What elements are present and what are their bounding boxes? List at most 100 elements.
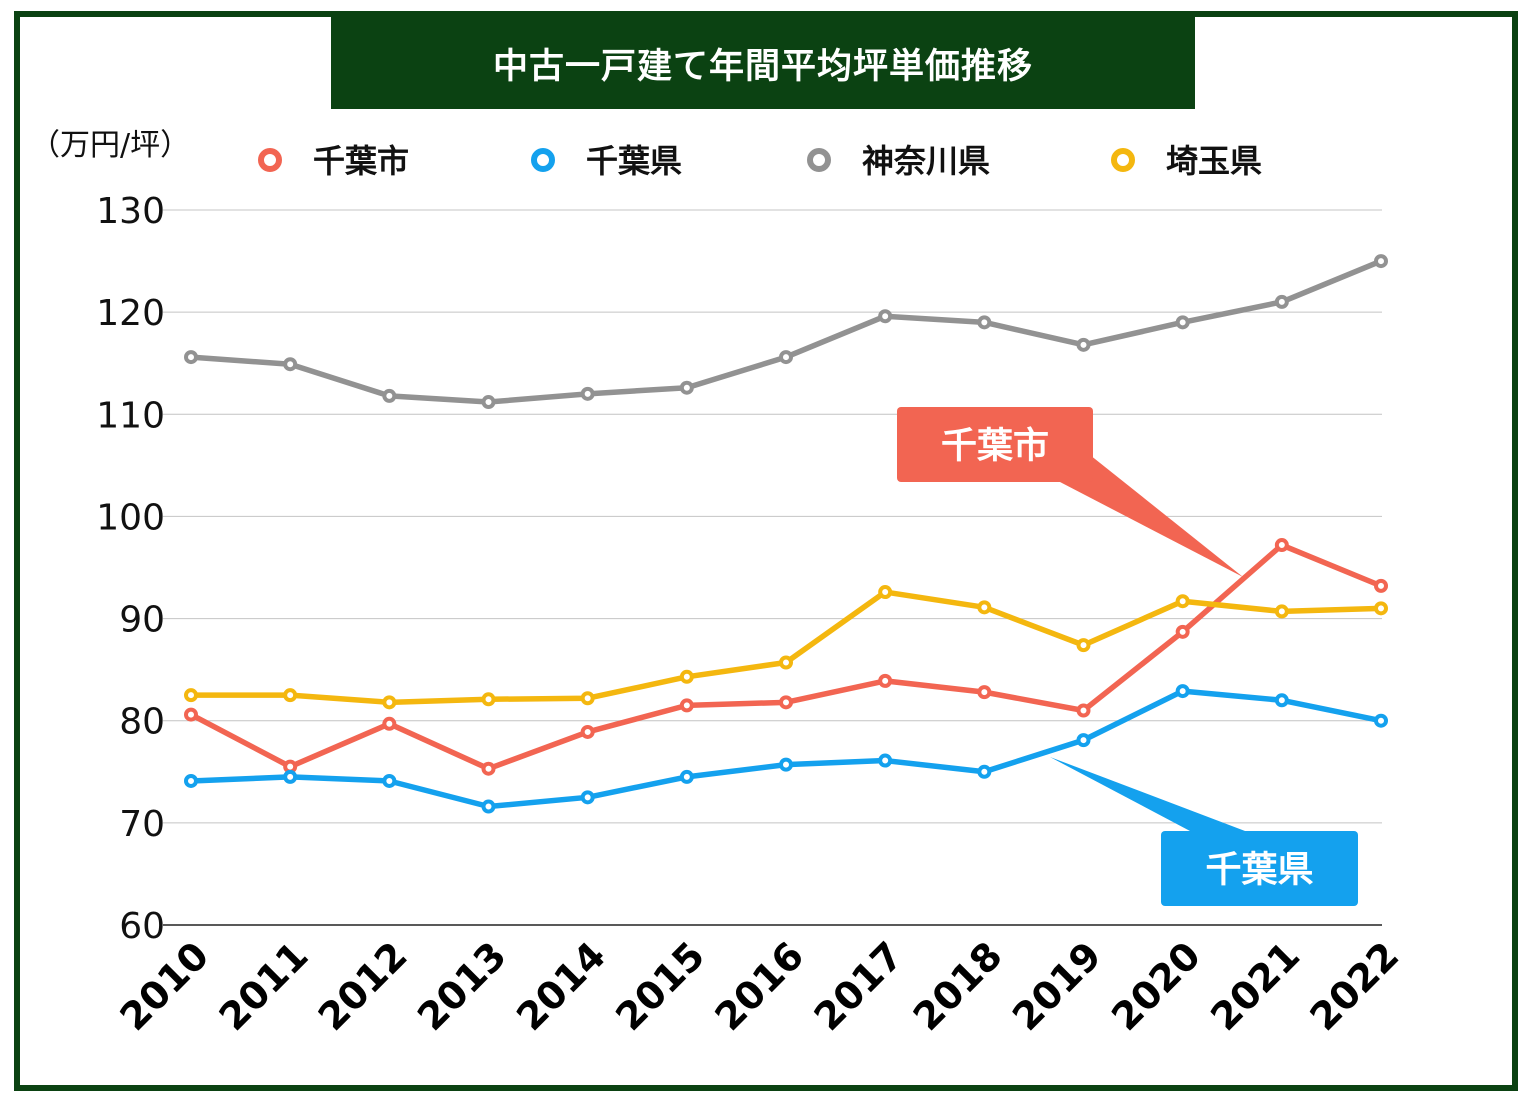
data-point [382, 716, 397, 731]
data-point [779, 757, 793, 772]
legend-marker [807, 148, 831, 172]
data-point [1175, 315, 1190, 330]
data-point [1175, 684, 1190, 699]
data-point [1076, 337, 1091, 352]
data-point [779, 695, 793, 710]
data-point [481, 692, 496, 707]
data-point [382, 773, 397, 788]
x-tick-label: 2021 [1202, 933, 1308, 1039]
y-tick-label: 110 [96, 395, 165, 436]
y-tick-label: 80 [119, 702, 165, 743]
callout: 千葉県 [1050, 757, 1358, 906]
series-path [188, 258, 1384, 405]
y-tick-label: 90 [119, 600, 165, 641]
legend-marker [531, 148, 555, 172]
legend: 千葉市 千葉県 神奈川県 埼玉県 [258, 142, 1262, 180]
data-point [1374, 254, 1388, 269]
data-point [977, 764, 992, 779]
x-tick-label: 2010 [111, 933, 217, 1039]
chart-title: 中古一戸建て年間平均坪単価推移 [331, 17, 1195, 109]
x-tick-label: 2020 [1103, 933, 1209, 1039]
data-point [779, 655, 793, 670]
data-point [580, 691, 595, 706]
y-axis-unit-label: （万円/坪） [30, 128, 190, 163]
series-path [188, 589, 1384, 706]
data-point [1274, 693, 1289, 708]
legend-item: 埼玉県 [1111, 142, 1262, 180]
legend-label: 千葉県 [586, 142, 682, 180]
series-line [184, 254, 1388, 410]
x-tick-label: 2015 [607, 933, 713, 1039]
data-point [481, 395, 496, 410]
data-point [977, 685, 992, 700]
x-tick-label: 2011 [211, 933, 317, 1039]
data-point [1374, 713, 1388, 728]
callout-label: 千葉市 [941, 426, 1049, 467]
data-point [878, 673, 893, 688]
x-tick-label: 2017 [806, 933, 912, 1039]
legend-item: 千葉県 [531, 142, 682, 180]
data-point [1274, 294, 1289, 309]
data-point [283, 688, 298, 703]
y-tick-label: 130 [96, 191, 165, 232]
callout-label: 千葉県 [1205, 850, 1313, 891]
data-point [481, 799, 496, 814]
data-point [1175, 624, 1190, 639]
data-point [779, 350, 793, 365]
data-point [878, 753, 893, 768]
data-point [679, 769, 694, 784]
data-point [1374, 601, 1388, 616]
data-point [1076, 703, 1091, 718]
callout: 千葉市 [897, 407, 1243, 577]
legend-marker [258, 148, 282, 172]
legend-item: 神奈川県 [807, 142, 990, 180]
y-tick-label: 70 [119, 804, 165, 845]
data-point [1374, 578, 1388, 593]
x-axis-ticks: 2010201120122013201420152016201720182019… [111, 933, 1407, 1039]
data-point [382, 388, 397, 403]
y-tick-label: 60 [119, 906, 165, 947]
data-point [184, 773, 198, 788]
data-point [580, 386, 595, 401]
data-point [878, 309, 893, 324]
x-tick-label: 2012 [310, 933, 416, 1039]
data-point [283, 357, 298, 372]
data-point [283, 769, 298, 784]
x-tick-label: 2019 [1004, 933, 1110, 1039]
series-line [184, 684, 1388, 814]
data-point [580, 724, 595, 739]
x-tick-label: 2014 [508, 933, 614, 1039]
data-point [679, 698, 694, 713]
legend-item: 千葉市 [258, 142, 409, 180]
y-tick-label: 100 [96, 497, 165, 538]
data-point [977, 600, 992, 615]
data-point [382, 695, 397, 710]
data-point [878, 585, 893, 600]
callout-pointer [1050, 757, 1245, 831]
data-point [184, 707, 198, 722]
callout-box [1161, 831, 1358, 906]
legend-label: 埼玉県 [1166, 142, 1262, 180]
legend-label: 千葉市 [313, 142, 409, 180]
x-tick-label: 2018 [905, 933, 1011, 1039]
y-axis-ticks: 60 70 80 90 100 110 120 130 [96, 191, 165, 947]
data-point [481, 761, 496, 776]
callout-box [897, 407, 1093, 482]
data-point [1175, 594, 1190, 609]
data-point [580, 790, 595, 805]
data-point [679, 380, 694, 395]
data-point [1274, 538, 1289, 553]
data-point [184, 350, 198, 365]
data-point [1076, 733, 1091, 748]
series [184, 254, 1388, 814]
x-tick-label: 2016 [706, 933, 812, 1039]
data-point [1274, 604, 1289, 619]
data-point [977, 315, 992, 330]
series-line [184, 585, 1388, 710]
data-point [679, 669, 694, 684]
legend-label: 神奈川県 [862, 142, 990, 180]
data-point [1076, 638, 1091, 653]
chart-frame [14, 11, 1518, 1091]
